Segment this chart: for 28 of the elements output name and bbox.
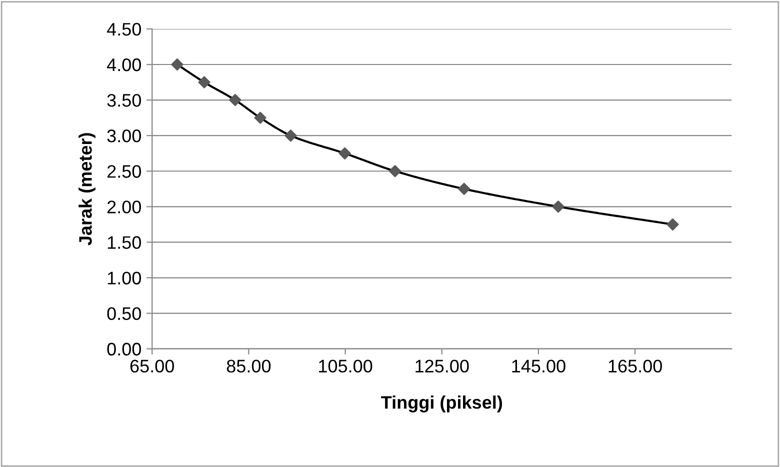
y-tick-label: 3.00	[107, 130, 141, 142]
x-tick-label: 125.00	[416, 360, 469, 373]
y-tick-label: 1.50	[108, 236, 141, 249]
x-tick-label: 105.00	[319, 360, 372, 373]
point	[388, 165, 402, 178]
point	[229, 94, 242, 106]
point	[338, 147, 351, 160]
point	[254, 112, 266, 124]
y-tick-label: 4.50	[106, 22, 141, 36]
y-axis-title: Jarak (meter)	[78, 133, 96, 246]
y-tick-label: 4.00	[106, 58, 141, 72]
y-tick-label: 2.50	[107, 165, 141, 178]
y-tick-label: 2.00	[107, 200, 141, 214]
y-tick-label: 0.50	[107, 307, 141, 320]
x-tick-label: 145.00	[512, 360, 566, 373]
point	[171, 58, 184, 71]
y-tick-label: 3.50	[107, 94, 141, 107]
point	[198, 76, 210, 88]
x-tick-label: 65.00	[130, 360, 174, 373]
point	[284, 130, 297, 142]
x-axis-title: Tinggi (piksel)	[381, 396, 502, 412]
point	[552, 200, 564, 213]
x-tick-label: 85.00	[226, 360, 271, 373]
x-tick-label: 165.00	[608, 360, 662, 373]
point	[458, 182, 470, 195]
point	[666, 218, 679, 231]
y-tick-label: 1.00	[108, 272, 141, 284]
y-tick-label: 0.00	[107, 342, 141, 356]
